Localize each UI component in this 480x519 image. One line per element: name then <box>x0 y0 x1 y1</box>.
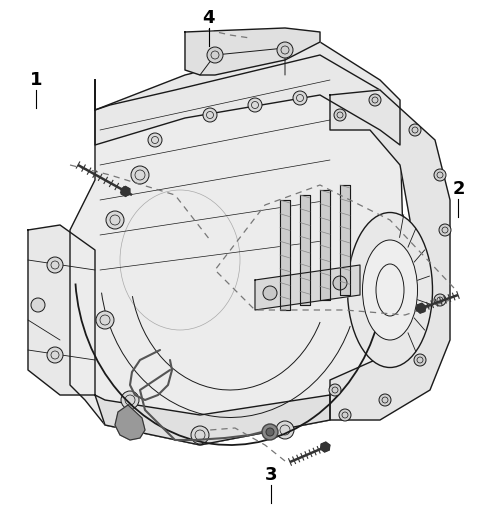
Circle shape <box>47 257 63 273</box>
Circle shape <box>191 426 209 444</box>
Circle shape <box>334 109 346 121</box>
Polygon shape <box>185 28 320 75</box>
Circle shape <box>414 354 426 366</box>
Ellipse shape <box>362 240 418 340</box>
Text: 4: 4 <box>203 9 215 27</box>
Circle shape <box>248 98 262 112</box>
Circle shape <box>96 311 114 329</box>
Polygon shape <box>280 200 290 310</box>
Polygon shape <box>115 405 145 440</box>
Polygon shape <box>255 265 360 310</box>
Circle shape <box>369 94 381 106</box>
Circle shape <box>121 391 139 409</box>
Polygon shape <box>95 42 400 145</box>
Polygon shape <box>300 195 310 305</box>
Circle shape <box>293 91 307 105</box>
Circle shape <box>276 421 294 439</box>
Text: 2: 2 <box>452 181 465 198</box>
Polygon shape <box>340 185 350 295</box>
Text: 3: 3 <box>265 466 277 484</box>
Circle shape <box>266 428 274 436</box>
Circle shape <box>31 298 45 312</box>
Polygon shape <box>28 225 95 395</box>
Polygon shape <box>330 90 450 420</box>
Polygon shape <box>95 395 330 445</box>
Polygon shape <box>121 186 130 196</box>
Circle shape <box>131 166 149 184</box>
Circle shape <box>439 224 451 236</box>
Circle shape <box>263 286 277 300</box>
Circle shape <box>106 211 124 229</box>
Circle shape <box>329 384 341 396</box>
Polygon shape <box>416 303 426 313</box>
Circle shape <box>434 169 446 181</box>
Circle shape <box>277 42 293 58</box>
Ellipse shape <box>348 212 432 367</box>
Circle shape <box>434 294 446 306</box>
Circle shape <box>148 133 162 147</box>
Circle shape <box>207 47 223 63</box>
Polygon shape <box>321 442 330 452</box>
Circle shape <box>262 424 278 440</box>
Text: 1: 1 <box>30 72 42 89</box>
Circle shape <box>47 347 63 363</box>
Circle shape <box>409 124 421 136</box>
Circle shape <box>333 276 347 290</box>
Polygon shape <box>320 190 330 300</box>
Circle shape <box>379 394 391 406</box>
Polygon shape <box>70 55 405 445</box>
Circle shape <box>203 108 217 122</box>
Circle shape <box>339 409 351 421</box>
